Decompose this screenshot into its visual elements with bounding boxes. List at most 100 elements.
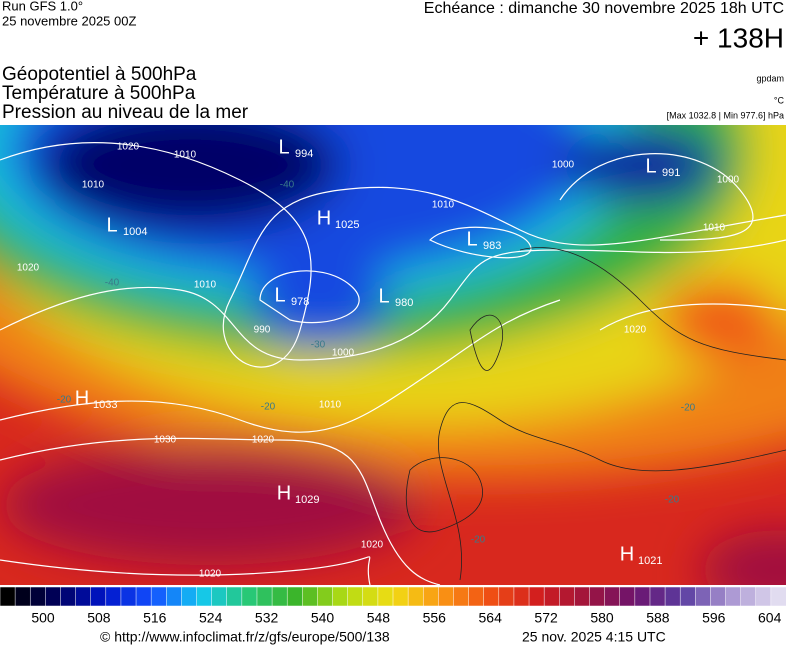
colorbar-cell (664, 586, 681, 607)
temperature-label: -20 (665, 495, 680, 506)
forecast-time: Echéance : dimanche 30 novembre 2025 18h… (424, 0, 784, 17)
colorbar-cell (649, 586, 666, 607)
center-kind: L (466, 228, 477, 250)
colorbar-cell (619, 586, 636, 607)
isobar-label: 1020 (199, 569, 222, 580)
colorbar-tick: 564 (479, 610, 503, 626)
center-value: 983 (483, 240, 501, 252)
lead-time: + 138H (693, 22, 784, 53)
colorbar-tick: 500 (31, 610, 55, 626)
colorbar-cell (14, 586, 31, 607)
center-value: 994 (295, 148, 313, 160)
temperature-label: -20 (471, 535, 486, 546)
isobar-label: 1010 (703, 223, 726, 234)
isobar-label: 1010 (174, 150, 197, 161)
colorbar-tick: 588 (646, 610, 670, 626)
colorbar-cell (0, 586, 16, 607)
colorbar-cell (75, 586, 92, 607)
center-kind: L (106, 214, 117, 236)
colorbar-cell (196, 586, 213, 607)
colorbar-cell (528, 586, 545, 607)
colorbar-cell (468, 586, 485, 607)
isobar-label: 1010 (319, 400, 342, 411)
colorbar-cell (302, 586, 319, 607)
colorbar-cell (256, 586, 273, 607)
colorbar-cell (438, 586, 455, 607)
isobar-label: 990 (254, 325, 271, 336)
map-title: Pression au niveau de la mer (2, 102, 249, 123)
map-title: Géopotentiel à 500hPa (2, 64, 197, 85)
center-kind: H (317, 207, 331, 229)
colorbar-cell (317, 586, 334, 607)
colorbar-cell (332, 586, 349, 607)
run-date: 25 novembre 2025 00Z (2, 13, 136, 28)
colorbar-cell (45, 586, 62, 607)
temperature-label: -40 (280, 180, 295, 191)
colorbar-cell (710, 586, 727, 607)
colorbar-tick: 580 (590, 610, 614, 626)
isobar-label: 1000 (332, 348, 355, 359)
isobars (0, 141, 786, 585)
colorbar-tick: 524 (199, 610, 223, 626)
colorbar-cell (589, 586, 606, 607)
temperature-label: -40 (105, 278, 120, 289)
colorbar-cell (634, 586, 651, 607)
colorbar-cell (347, 586, 364, 607)
colorbar-cell (120, 586, 137, 607)
colorbar-tick: 548 (367, 610, 391, 626)
colorbar-cell (286, 586, 304, 607)
isobar-label: 1000 (717, 175, 740, 186)
center-value: 1033 (93, 399, 117, 411)
colorbar-cell (559, 586, 576, 607)
colorbar-cell (181, 586, 198, 607)
center-value: 1021 (638, 555, 662, 567)
colorbar-cell (453, 586, 470, 607)
colorbar-tick: 596 (702, 610, 726, 626)
colorbar-cell (407, 586, 424, 607)
colorbar-cell (543, 586, 561, 607)
colorbar-cell (166, 586, 183, 607)
colorbar-cell (770, 586, 786, 607)
colorbar-cell (271, 586, 288, 607)
isobar-label: 1020 (17, 263, 40, 274)
colorbar-cell (105, 586, 122, 607)
coastlines (405, 247, 786, 581)
center-kind: L (278, 136, 289, 158)
run-label: Run GFS 1.0° (2, 0, 83, 13)
temperature-label: -20 (681, 403, 696, 414)
footer-source: © http://www.infoclimat.fr/z/gfs/europe/… (100, 629, 390, 645)
unit-temperature: °C (774, 95, 785, 105)
colorbar-cell (377, 586, 394, 607)
colorbar-cell (241, 586, 258, 607)
isobar-label: 1010 (432, 200, 455, 211)
footer-timestamp: 25 nov. 2025 4:15 UTC (522, 629, 666, 645)
colorbar-cell (679, 586, 697, 607)
colorbar-cell (483, 586, 500, 607)
isobar-label: 1000 (552, 160, 575, 171)
center-kind: H (75, 387, 89, 409)
colorbar-tick: 508 (87, 610, 111, 626)
isobar-label: 1020 (361, 540, 384, 551)
center-value: 1004 (123, 226, 147, 238)
colorbar-cell (60, 586, 77, 607)
colorbar-tick: 604 (758, 610, 782, 626)
center-value: 1025 (335, 219, 359, 231)
colorbar-cell (513, 586, 530, 607)
colorbar-cell (29, 586, 47, 607)
center-kind: H (277, 482, 291, 504)
center-value: 1029 (295, 494, 319, 506)
temperature-label: -20 (261, 402, 276, 413)
isobar-label: 1020 (624, 325, 647, 336)
colorbar-cell (226, 586, 243, 607)
unit-geopotential: gpdam (756, 73, 784, 83)
isobar-label: 1020 (117, 142, 140, 153)
isobar-label: 1010 (194, 280, 217, 291)
colorbar-cell (422, 586, 440, 607)
map-field (0, 125, 786, 585)
isobar-label: 1020 (252, 435, 275, 446)
colorbar-cell (604, 586, 621, 607)
center-value: 991 (662, 167, 680, 179)
colorbar-cell (392, 586, 409, 607)
colorbar-cell (135, 586, 152, 607)
colorbar-tick: 572 (534, 610, 558, 626)
